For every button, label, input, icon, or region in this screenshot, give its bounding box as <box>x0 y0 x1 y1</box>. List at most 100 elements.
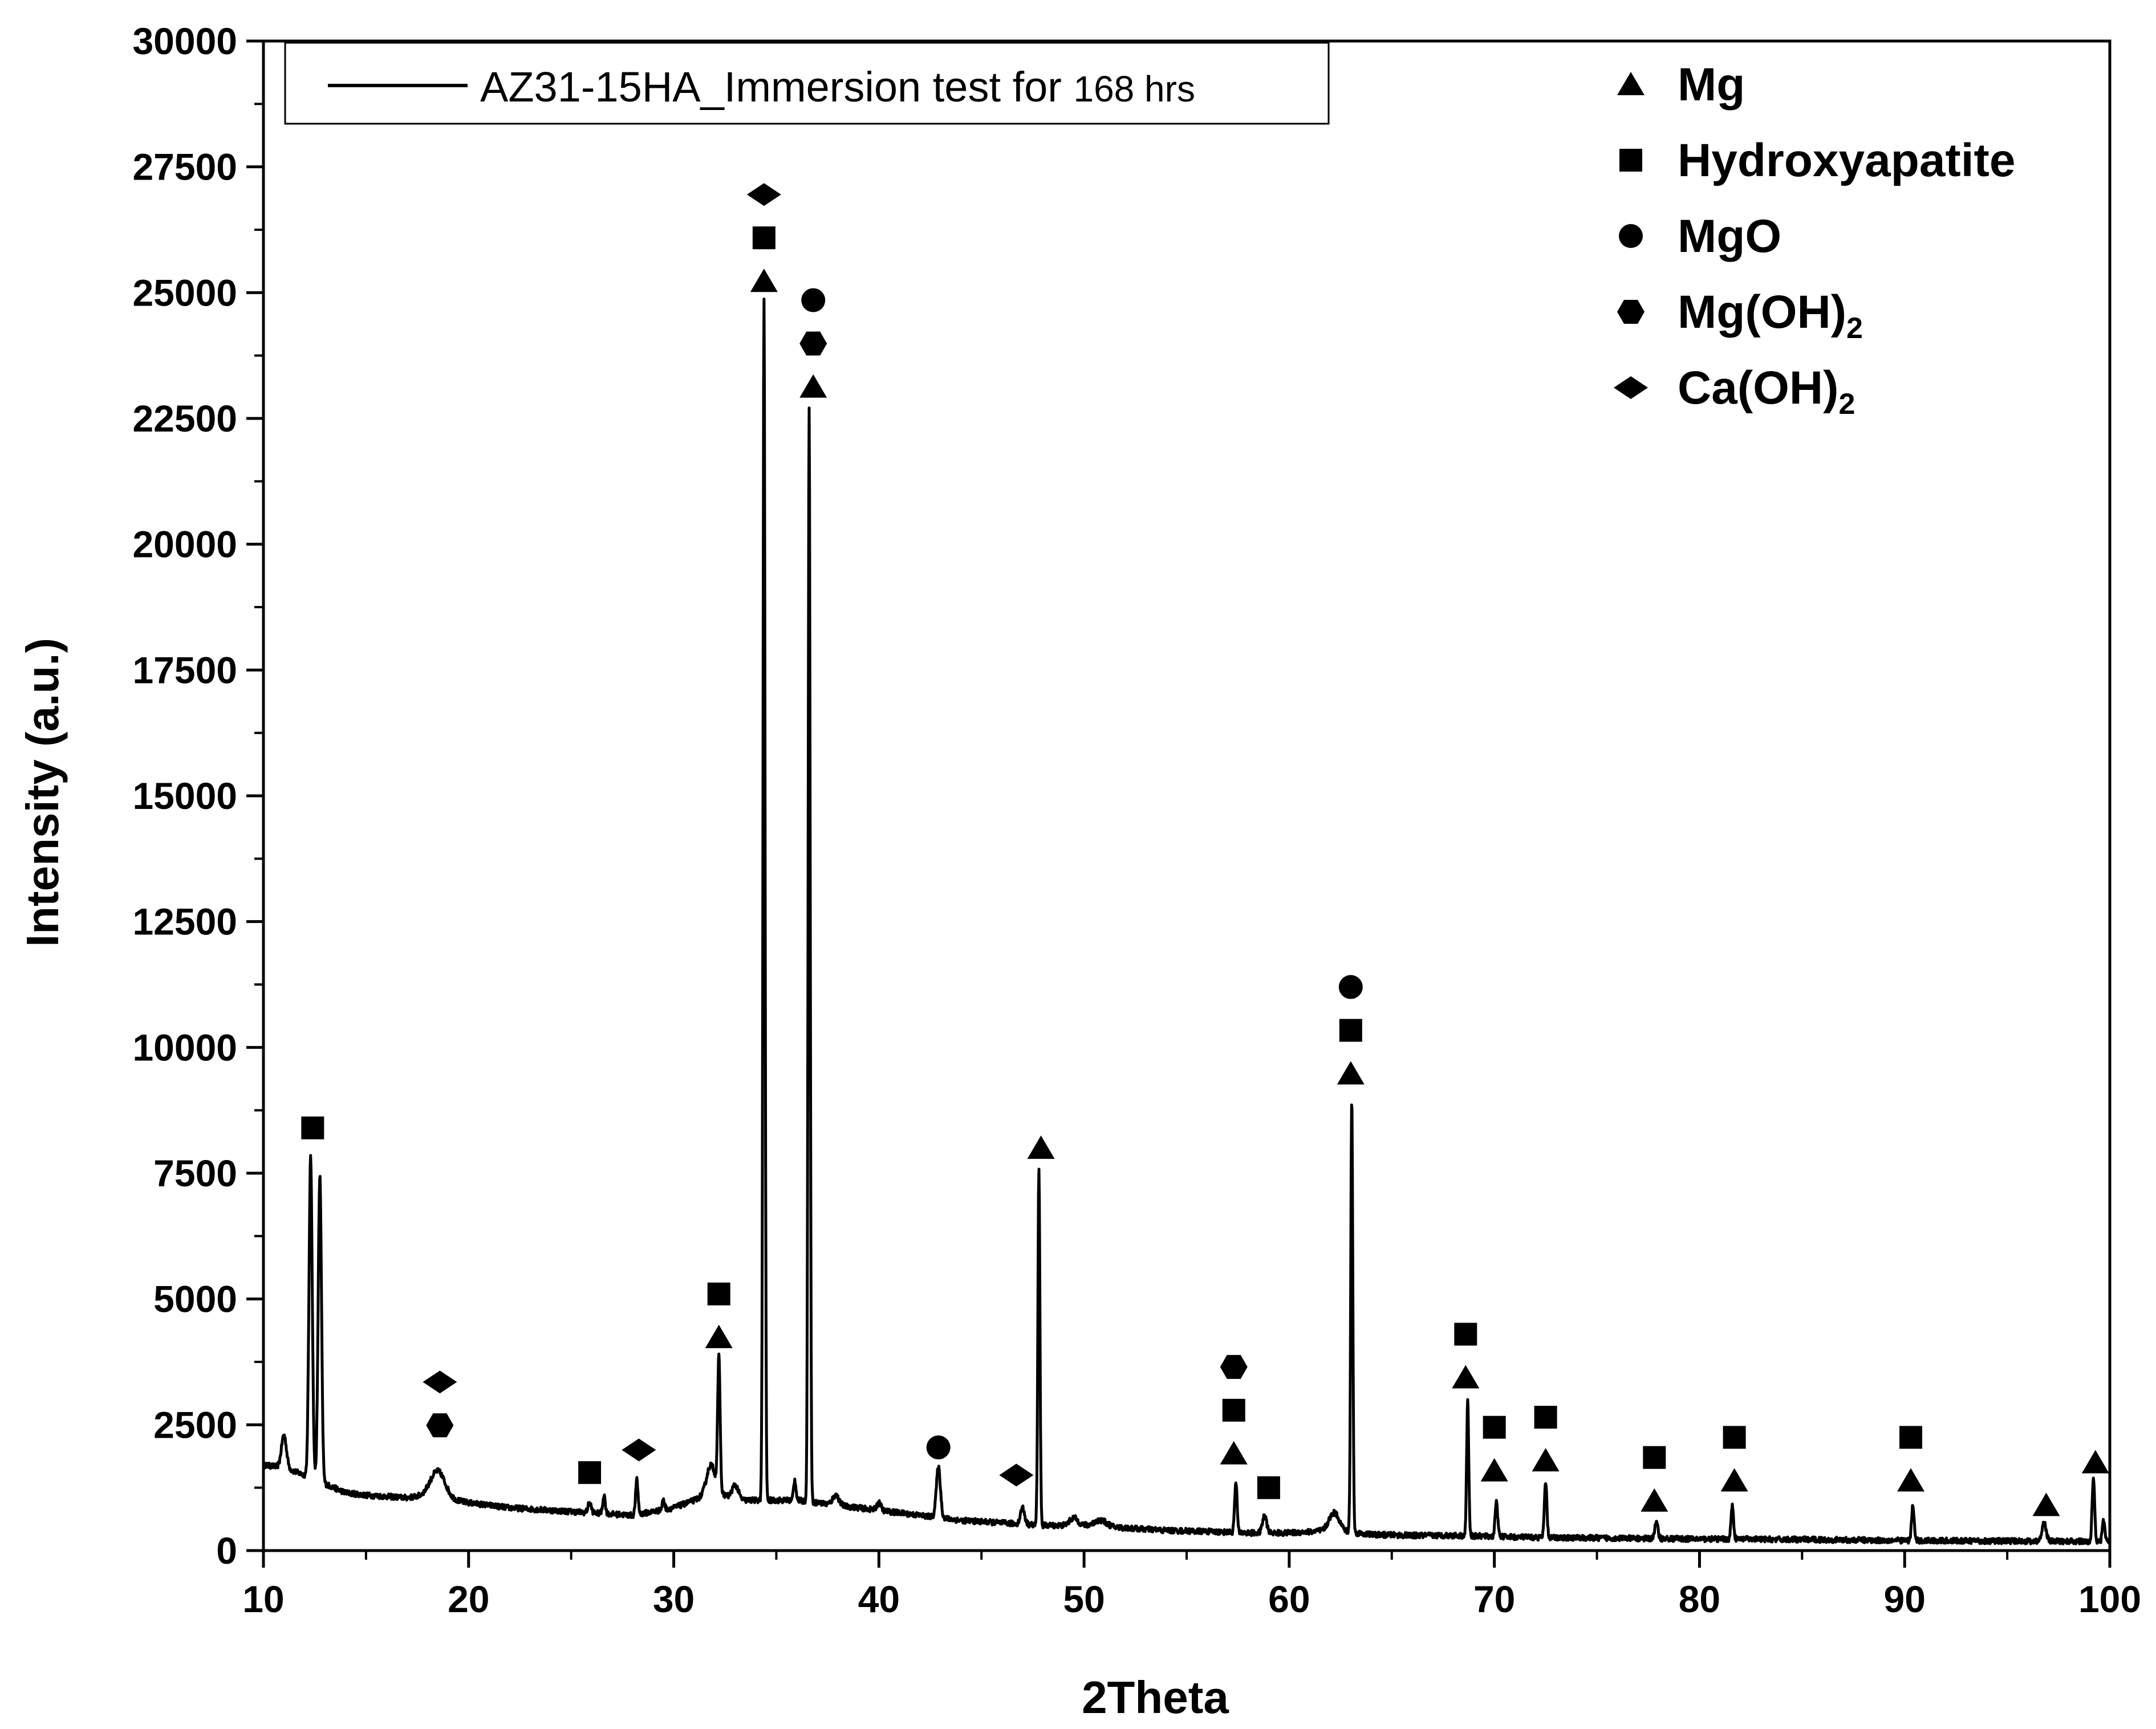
triangle-marker <box>1452 1365 1480 1389</box>
square-marker <box>1222 1398 1245 1422</box>
phase-legend-text: Ca(OH) <box>1678 362 1838 414</box>
square-shape <box>1619 149 1642 172</box>
y-tick-label: 22500 <box>132 397 237 440</box>
phase-legend-text: Mg(OH) <box>1678 286 1846 338</box>
hexagon-shape <box>426 1413 454 1438</box>
diamond-marker <box>1614 376 1648 399</box>
triangle-marker <box>2081 1450 2109 1474</box>
square-marker <box>1899 1426 1923 1449</box>
triangle-marker <box>1337 1061 1365 1085</box>
peak-annotation <box>1641 1446 1668 1512</box>
peak-annotation <box>1532 1406 1560 1472</box>
triangle-shape <box>1641 1488 1668 1512</box>
peak-annotation <box>423 1370 457 1438</box>
spectrum-line <box>262 298 2111 1545</box>
x-tick-label: 60 <box>1268 1578 1310 1620</box>
triangle-shape <box>750 268 778 292</box>
x-tick-label: 50 <box>1063 1578 1105 1620</box>
peak-annotation <box>746 183 781 292</box>
phase-legend-subscript: 2 <box>1838 388 1855 421</box>
square-shape <box>1257 1476 1280 1499</box>
square-shape <box>752 226 775 250</box>
square-marker <box>1483 1415 1506 1439</box>
triangle-marker <box>1617 72 1645 95</box>
phase-legend-text: Hydroxyapatite <box>1678 135 2015 186</box>
triangle-shape <box>1220 1441 1248 1464</box>
peak-annotation <box>705 1282 733 1348</box>
square-shape <box>1222 1398 1245 1422</box>
triangle-marker <box>1641 1488 1668 1512</box>
square-marker <box>1339 1019 1362 1042</box>
square-shape <box>1483 1415 1506 1439</box>
phase-legend-label: Hydroxyapatite <box>1678 135 2015 186</box>
square-shape <box>301 1116 324 1140</box>
square-shape <box>1723 1426 1746 1449</box>
triangle-shape <box>705 1324 733 1348</box>
triangle-marker <box>799 374 827 398</box>
square-marker <box>1643 1446 1666 1469</box>
diamond-shape <box>622 1438 656 1462</box>
y-tick-label: 27500 <box>132 146 237 188</box>
peak-annotation <box>1452 1323 1480 1389</box>
diamond-shape <box>999 1463 1034 1487</box>
phase-legend-label: Ca(OH)2 <box>1678 362 1855 421</box>
triangle-shape <box>1720 1468 1748 1492</box>
phase-legend-item: Hydroxyapatite <box>1619 135 2015 186</box>
y-tick-label: 30000 <box>132 20 237 62</box>
diamond-marker <box>423 1370 457 1394</box>
axis-ticks: 10 20 30 40 50 60 70 80 90 100 0 2500 5000 7500 10000 1… <box>132 20 2141 1620</box>
triangle-marker <box>1220 1441 1248 1464</box>
phase-legend-label: Mg <box>1678 59 1745 111</box>
triangle-marker <box>1027 1135 1055 1159</box>
diamond-marker <box>622 1438 656 1462</box>
phase-legend-label: Mg(OH)2 <box>1678 286 1863 345</box>
x-tick-label: 100 <box>2078 1578 2141 1620</box>
hexagon-marker <box>426 1413 454 1438</box>
y-tick-label: 25000 <box>132 271 237 314</box>
hexagon-shape <box>1220 1354 1248 1379</box>
diamond-shape <box>746 183 781 206</box>
triangle-marker <box>1480 1458 1508 1482</box>
triangle-marker <box>750 268 778 292</box>
square-shape <box>1643 1446 1666 1469</box>
square-marker <box>707 1282 730 1305</box>
circle-marker <box>801 288 826 312</box>
phase-legend-item: Mg(OH)2 <box>1617 286 1863 345</box>
triangle-shape <box>1452 1365 1480 1389</box>
y-tick-label: 7500 <box>153 1152 237 1194</box>
plot-frame <box>262 39 2112 1552</box>
peak-annotation <box>1480 1415 1508 1482</box>
phase-legend-text: Mg <box>1678 59 1745 111</box>
circle-shape <box>926 1435 951 1460</box>
triangle-marker <box>1897 1468 1925 1492</box>
peak-annotation <box>578 1461 602 1484</box>
x-tick-label: 70 <box>1473 1578 1515 1620</box>
peak-annotation <box>1027 1135 1055 1159</box>
diamond-shape <box>1614 376 1648 399</box>
triangle-marker <box>1532 1448 1560 1472</box>
peak-annotation <box>301 1116 324 1140</box>
diamond-marker <box>999 1463 1034 1487</box>
circle-marker <box>1619 224 1643 248</box>
circle-marker <box>926 1435 951 1460</box>
triangle-shape <box>1897 1468 1925 1492</box>
phase-legend-subscript: 2 <box>1846 312 1863 345</box>
square-shape <box>1339 1019 1362 1042</box>
square-marker <box>752 226 775 250</box>
square-marker <box>578 1461 602 1484</box>
phase-legend-item: Mg <box>1617 59 1745 111</box>
x-tick-label: 40 <box>858 1578 900 1620</box>
phase-legend-item: MgO <box>1619 210 1781 262</box>
triangle-shape <box>1027 1135 1055 1159</box>
circle-shape <box>801 288 826 312</box>
phase-legend-item: Ca(OH)2 <box>1614 362 1855 421</box>
square-shape <box>707 1282 730 1305</box>
x-tick-label: 10 <box>242 1578 284 1620</box>
peak-annotation <box>2032 1492 2060 1516</box>
hexagon-shape <box>799 331 827 356</box>
peak-annotation <box>799 288 827 398</box>
triangle-shape <box>2081 1450 2109 1474</box>
phase-legend-label: MgO <box>1678 210 1781 262</box>
